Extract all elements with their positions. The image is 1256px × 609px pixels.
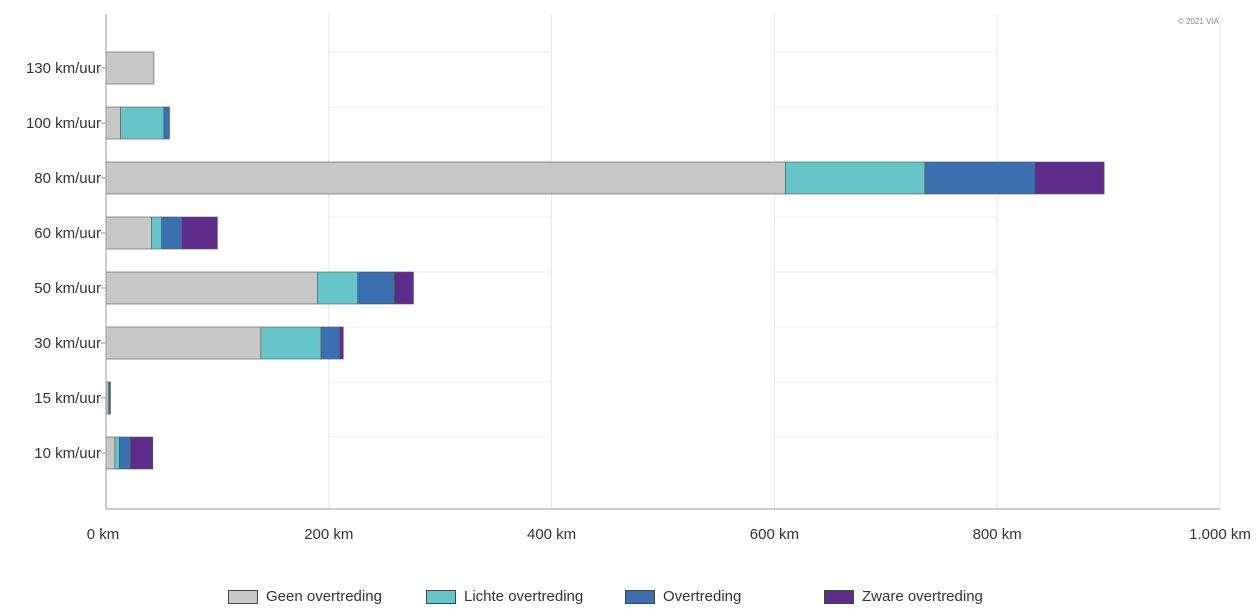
category-label: 80 km/uur	[34, 170, 101, 187]
bar-segment	[394, 271, 414, 305]
legend-swatch	[625, 589, 655, 604]
legend-item: Zware overtreding	[824, 588, 983, 605]
category-label: 100 km/uur	[26, 115, 101, 132]
bar-segment	[109, 381, 111, 415]
category-label: 30 km/uur	[34, 335, 101, 352]
bar-segment	[105, 271, 318, 305]
bar-segment	[924, 161, 1036, 195]
x-tick-label: 0 km	[87, 526, 120, 543]
bar-segment	[130, 436, 154, 470]
bar-segment	[119, 436, 131, 470]
bar-segment	[260, 326, 322, 360]
bar-segment	[151, 216, 162, 250]
bar-segment	[114, 436, 120, 470]
bar-segment	[161, 216, 183, 250]
bar-segment	[339, 326, 344, 360]
bar-segment	[120, 106, 165, 140]
legend-item: Geen overtreding	[228, 588, 382, 605]
legend-label: Lichte overtreding	[464, 588, 584, 605]
credit-text: © 2021 VIA	[1178, 17, 1220, 26]
legend-swatch	[824, 589, 854, 604]
legend-item: Overtreding	[625, 588, 741, 605]
category-label: 60 km/uur	[34, 225, 101, 242]
bar-segment	[105, 436, 116, 470]
legend-label: Overtreding	[663, 588, 742, 605]
x-tick-label: 800 km	[973, 526, 1022, 543]
category-labels: 130 km/uur 100 km/uur 80 km/uur 60 km/uur 50…	[26, 60, 101, 462]
category-label: 15 km/uur	[34, 390, 101, 407]
legend-label: Zware overtreding	[862, 588, 983, 605]
legend: Geen overtreding Lichte overtreding Overtr…	[0, 588, 1256, 609]
bar-segment	[105, 51, 155, 85]
x-tick-labels: 0 km 200 km 400 km 600 km 800 km 1.000 km	[87, 526, 1251, 543]
category-label: 130 km/uur	[26, 60, 101, 77]
axes	[101, 14, 1220, 510]
category-label: 50 km/uur	[34, 280, 101, 297]
x-tick-label: 200 km	[304, 526, 353, 543]
bar-segment	[320, 326, 341, 360]
bar-segment	[1034, 161, 1105, 195]
bar-segment	[105, 326, 262, 360]
legend-swatch	[228, 589, 258, 604]
bar-segment	[105, 106, 121, 140]
bar-segment	[105, 216, 152, 250]
bar-segment	[163, 106, 170, 140]
x-tick-label: 400 km	[527, 526, 576, 543]
legend-swatch	[426, 589, 456, 604]
category-label: 10 km/uur	[34, 445, 101, 462]
x-tick-label: 600 km	[750, 526, 799, 543]
bars	[105, 51, 1105, 470]
grid-lines	[328, 14, 1221, 509]
bar-segment	[105, 161, 786, 195]
legend-label: Geen overtreding	[266, 588, 382, 605]
legend-item: Lichte overtreding	[426, 588, 583, 605]
bar-segment	[357, 271, 395, 305]
x-tick-label: 1.000 km	[1189, 526, 1251, 543]
bar-segment	[181, 216, 218, 250]
bar-segment	[317, 271, 359, 305]
bar-segment	[785, 161, 926, 195]
stacked-bar-chart: © 2021 VIA 130 km/uur 100 km/uur 80 km/uur…	[26, 14, 1251, 543]
